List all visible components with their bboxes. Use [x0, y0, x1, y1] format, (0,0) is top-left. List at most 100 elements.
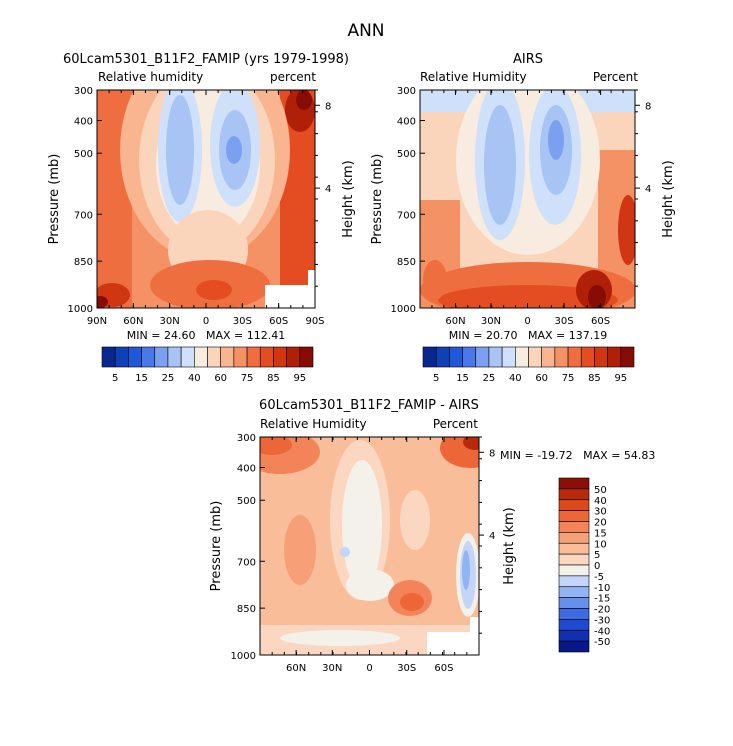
colorbar-label: 5 — [433, 373, 439, 384]
colorbar-swatch — [154, 346, 169, 368]
y2-tick-label: 8 — [645, 101, 651, 112]
colorbar-swatch — [273, 346, 287, 368]
colorbar-label: -5 — [594, 572, 604, 583]
y2-tick-label: 4 — [645, 184, 651, 195]
colorbar-swatch — [607, 346, 622, 368]
x-tick-label: 30N — [160, 316, 180, 327]
colorbar-swatch — [246, 346, 261, 368]
x-tick-label: 60S — [269, 316, 288, 327]
colorbar-label: -50 — [594, 637, 610, 648]
colorbar-label: 50 — [594, 485, 607, 496]
colorbar-swatch — [501, 346, 516, 368]
colorbar-swatch — [580, 346, 595, 368]
panel2-axes: 300 400 500 700 850 1000 8 4 60N 30N 0 30S 60S — [391, 86, 652, 327]
colorbar-swatch — [488, 346, 503, 368]
colorbar-swatch — [286, 346, 301, 368]
x-tick-label: 0 — [366, 663, 372, 674]
x-tick-label: 60N — [123, 316, 143, 327]
colorbar-swatch — [558, 629, 590, 642]
colorbar-swatch — [167, 346, 182, 368]
panel1-field — [97, 90, 315, 308]
panel2-colorbar: 5 15 25 40 60 75 85 95 — [422, 346, 635, 384]
colorbar-label: 15 — [135, 373, 148, 384]
y-tick-label: 500 — [237, 496, 256, 507]
y2-tick-label: 4 — [325, 184, 331, 195]
y-tick-label: 850 — [237, 604, 256, 615]
x-tick-label: 30S — [397, 663, 416, 674]
panel-airs: AIRS Relative Humidity Percent 300400500… — [370, 52, 676, 384]
figure-title: ANN — [347, 21, 384, 41]
colorbar-label: 60 — [214, 373, 227, 384]
colorbar-swatch — [528, 346, 542, 368]
panel2-ylabel-right: Height (km) — [661, 160, 676, 237]
colorbar-label: 5 — [112, 373, 118, 384]
y-tick-label: 1000 — [68, 304, 93, 315]
x-tick-label: 60N — [286, 663, 306, 674]
panel2-ylabel: Pressure (mb) — [370, 154, 385, 245]
colorbar-swatch — [558, 586, 590, 598]
x-tick-label: 30N — [481, 316, 501, 327]
colorbar-label: 15 — [456, 373, 469, 384]
colorbar-label: 40 — [188, 373, 201, 384]
y-tick-label: 700 — [74, 210, 93, 221]
y2-tick-label: 8 — [325, 101, 331, 112]
colorbar-label: 25 — [483, 373, 496, 384]
colorbar-swatch — [558, 575, 590, 588]
colorbar-swatch — [422, 346, 437, 368]
panel3-ylabel: Pressure (mb) — [209, 501, 224, 592]
y-tick-label: 300 — [74, 86, 93, 97]
x-tick-label: 0 — [524, 316, 530, 327]
panel1-right-label: percent — [270, 70, 316, 84]
colorbar-swatch — [180, 346, 195, 368]
colorbar-label: 40 — [509, 373, 522, 384]
panel1-ylabel: Pressure (mb) — [47, 154, 62, 245]
panel2-field — [420, 90, 635, 308]
y-tick-label: 850 — [397, 257, 416, 268]
panel3-left-label: Relative Humidity — [260, 417, 367, 431]
y2-tick-label: 8 — [489, 448, 495, 459]
colorbar-label: 40 — [594, 496, 607, 507]
colorbar-label: 85 — [267, 373, 280, 384]
colorbar-swatch — [233, 346, 248, 368]
colorbar-label: 5 — [594, 550, 600, 561]
colorbar-swatch — [558, 619, 590, 631]
colorbar-swatch — [558, 510, 590, 522]
colorbar-swatch — [259, 346, 274, 368]
x-tick-label: 60S — [591, 316, 610, 327]
panel2-stats: MIN = 20.70 MAX = 137.19 — [449, 329, 607, 342]
colorbar-swatch — [101, 346, 116, 368]
colorbar-label: 75 — [562, 373, 575, 384]
colorbar-label: -15 — [594, 594, 610, 605]
colorbar-swatch — [475, 346, 490, 368]
y-tick-label: 700 — [237, 557, 256, 568]
x-tick-label: 0 — [203, 316, 209, 327]
colorbar-label: 95 — [614, 373, 627, 384]
panel3-axes: 300 400 500 700 850 1000 8 4 60N 30N 0 30S 60S — [231, 433, 496, 674]
colorbar-swatch — [462, 346, 477, 368]
panel-model: 60Lcam5301_B11F2_FAMIP (yrs 1979-1998) R… — [47, 52, 356, 384]
colorbar-label: 95 — [293, 373, 306, 384]
y-tick-label: 500 — [397, 149, 416, 160]
panel3-ylabel-right: Height (km) — [502, 507, 517, 584]
x-tick-label: 30N — [322, 663, 342, 674]
colorbar-swatch — [558, 553, 590, 566]
colorbar-label: 60 — [535, 373, 548, 384]
y2-tick-label: 4 — [489, 531, 495, 542]
colorbar-label: -40 — [594, 626, 610, 637]
colorbar-swatch — [449, 346, 463, 368]
colorbar-label: 20 — [594, 518, 607, 529]
y-tick-label: 300 — [397, 86, 416, 97]
colorbar-swatch — [207, 346, 221, 368]
colorbar-swatch — [128, 346, 142, 368]
x-tick-label: 90S — [305, 316, 324, 327]
y-tick-label: 1000 — [391, 304, 416, 315]
x-tick-label: 60S — [434, 663, 453, 674]
colorbar-swatch — [558, 499, 590, 511]
y-tick-label: 400 — [74, 117, 93, 128]
colorbar-swatch — [194, 346, 208, 368]
panel1-colorbar: 5 15 25 40 60 75 85 95 — [101, 346, 314, 384]
colorbar-label: 25 — [162, 373, 175, 384]
x-tick-label: 30S — [555, 316, 574, 327]
